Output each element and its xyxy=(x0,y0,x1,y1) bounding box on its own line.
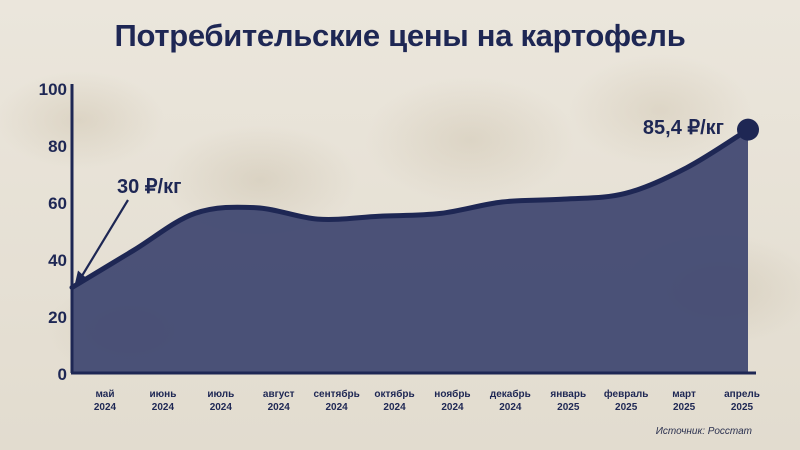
chart-title: Потребительские цены на картофель xyxy=(114,18,686,53)
x-tick-label: май 2024 xyxy=(94,389,117,413)
x-tick-label: сентябрь 2024 xyxy=(313,388,359,413)
x-tick-label: август 2024 xyxy=(263,389,295,413)
x-tick-label: октябрь 2024 xyxy=(374,388,414,413)
y-tick-label: 80 xyxy=(48,137,67,156)
x-tick-label: июнь 2024 xyxy=(149,389,176,413)
annotation-label: 85,4 ₽/кг xyxy=(643,117,724,139)
y-tick-label: 100 xyxy=(39,80,67,99)
x-tick-label: январь 2025 xyxy=(550,389,586,413)
x-tick-label: февраль 2025 xyxy=(604,388,649,413)
annotation-arrow xyxy=(80,199,129,279)
x-tick-label: ноябрь 2024 xyxy=(434,388,470,413)
y-tick-label: 40 xyxy=(48,251,67,270)
annotation-label: 30 ₽/кг xyxy=(117,176,181,198)
series-area xyxy=(72,129,748,373)
source-note: Источник: Росстат xyxy=(655,426,752,437)
y-tick-label: 20 xyxy=(48,308,67,327)
end-point-marker xyxy=(737,118,759,141)
series-line xyxy=(69,127,751,290)
x-tick-label: март 2025 xyxy=(672,389,696,413)
annotation-arrowhead xyxy=(75,270,88,284)
x-tick-label: июль 2024 xyxy=(207,389,234,413)
y-tick-label: 0 xyxy=(58,365,67,384)
x-tick-label: апрель 2025 xyxy=(724,389,760,413)
x-tick-label: декабрь 2024 xyxy=(490,388,531,413)
y-tick-label: 60 xyxy=(48,194,67,213)
